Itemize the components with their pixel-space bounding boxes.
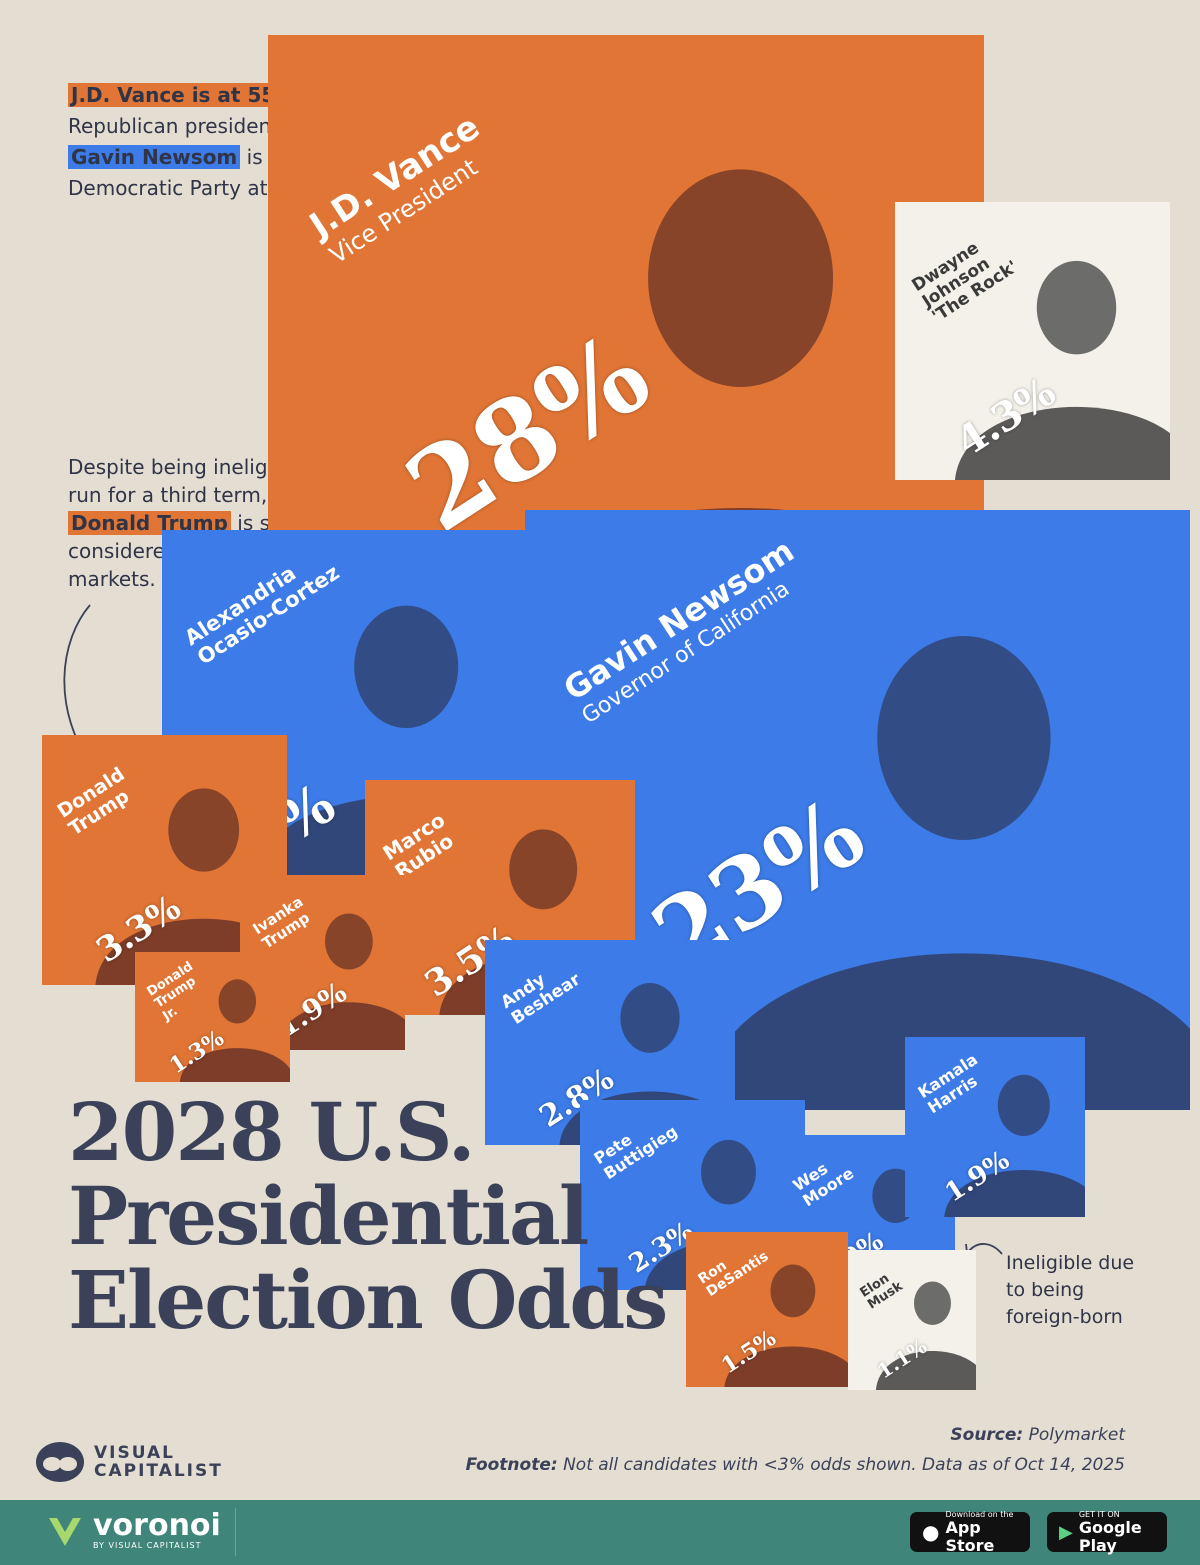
portrait-elon-musk-icon — [875, 1281, 976, 1390]
tile-kamala-harris: Kamala Harris 1.9% — [905, 1037, 1085, 1217]
footer-bar: voronoi BY VISUAL CAPITALIST ● Download … — [0, 1500, 1200, 1565]
portrait-kamala-harris-icon — [944, 1074, 1085, 1217]
portrait-ron-desantis-icon — [724, 1264, 848, 1387]
google-play-button[interactable]: ▶ GET IT ON Google Play — [1047, 1510, 1167, 1554]
voronoi-mark-icon — [49, 1518, 81, 1546]
apple-icon: ● — [922, 1520, 940, 1544]
tile-ron-desantis: Ron DeSantis 1.5% — [686, 1232, 848, 1387]
chart-title: 2028 U.S. Presidential Election Odds — [68, 1085, 668, 1347]
tile-dwayne-johnson-the-rock: Dwayne Johnson 'The Rock' 4.3% — [895, 202, 1170, 480]
tile-elon-musk: Elon Musk 1.1% — [848, 1250, 976, 1390]
portrait-donald-trump-jr-icon — [179, 979, 290, 1082]
voronoi-logo[interactable]: voronoi BY VISUAL CAPITALIST — [45, 1510, 221, 1550]
portrait-ivanka-trump-icon — [275, 913, 405, 1050]
source-note: Source: Polymarket — [950, 1425, 1125, 1445]
musk-annotation: Ineligible due to being foreign-born — [1006, 1252, 1135, 1328]
vance-highlight: J.D. Vance is at 55% — [68, 83, 299, 107]
tile-donald-trump-jr: Donald Trump Jr. 1.3% — [135, 952, 290, 1082]
app-store-button[interactable]: ● Download on the App Store — [910, 1510, 1030, 1554]
footer-divider — [235, 1508, 236, 1556]
vc-mark-icon — [36, 1442, 84, 1482]
visual-capitalist-logo: VISUAL CAPITALIST — [34, 1440, 223, 1484]
newsom-highlight: Gavin Newsom — [68, 145, 241, 169]
portrait-dwayne-johnson-the-rock-icon — [954, 260, 1170, 480]
footnote: Footnote: Not all candidates with <3% od… — [465, 1455, 1125, 1475]
play-icon: ▶ — [1059, 1521, 1073, 1543]
